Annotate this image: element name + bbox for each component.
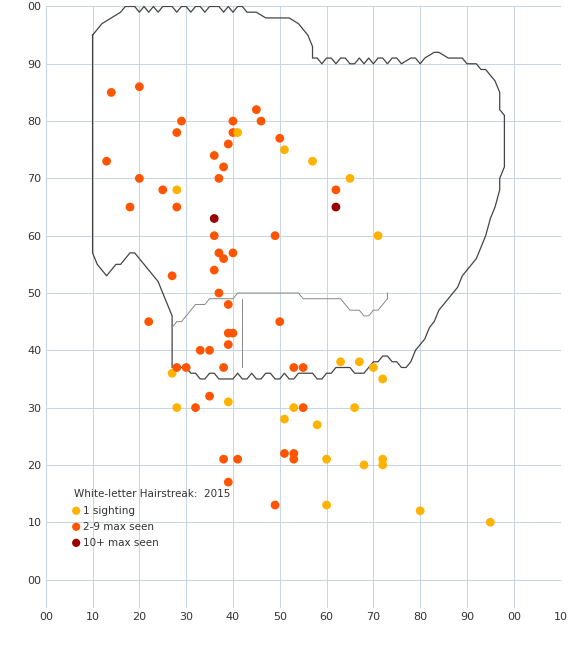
Point (214, 248, 224, 258)
Point (214, 173, 224, 184)
Point (378, 374, 387, 384)
Point (205, 345, 214, 355)
Point (350, 402, 359, 413)
Point (331, 184, 340, 195)
Point (331, 202, 340, 212)
Point (233, 454, 242, 465)
Point (374, 230, 383, 241)
Point (228, 328, 237, 338)
Point (228, 248, 237, 258)
Point (135, 173, 144, 184)
Point (252, 104, 261, 115)
Point (177, 116, 186, 126)
Point (107, 87, 116, 98)
Point (308, 156, 317, 166)
Point (210, 265, 219, 275)
Point (219, 254, 228, 264)
Point (224, 397, 233, 407)
Point (322, 454, 331, 465)
Point (210, 150, 219, 160)
Point (313, 420, 322, 430)
Point (228, 116, 237, 126)
Point (256, 116, 265, 126)
Point (172, 127, 181, 138)
Point (191, 402, 200, 413)
Point (378, 454, 387, 465)
Point (219, 454, 228, 465)
Point (359, 460, 368, 470)
Point (72, 521, 81, 532)
Point (214, 288, 224, 298)
Point (72, 538, 81, 548)
Point (102, 156, 111, 166)
Point (345, 173, 355, 184)
Point (228, 127, 237, 138)
Point (416, 505, 425, 516)
Point (322, 500, 331, 510)
Point (289, 454, 299, 465)
Point (181, 362, 190, 373)
Point (271, 500, 280, 510)
Point (289, 402, 299, 413)
Point (168, 270, 177, 281)
Point (158, 184, 168, 195)
Point (224, 477, 233, 487)
Point (275, 316, 284, 327)
Point (172, 362, 181, 373)
Text: 1 sighting: 1 sighting (83, 506, 135, 516)
Text: 2-9 max seen: 2-9 max seen (83, 522, 154, 532)
Point (299, 402, 308, 413)
Point (289, 448, 299, 459)
Point (224, 300, 233, 310)
Point (233, 127, 242, 138)
Point (224, 340, 233, 350)
Point (224, 139, 233, 149)
Point (168, 368, 177, 378)
Point (280, 448, 289, 459)
Point (355, 356, 364, 367)
Point (486, 517, 495, 527)
Point (196, 345, 205, 355)
Point (369, 362, 378, 373)
Text: 10+ max seen: 10+ max seen (83, 538, 159, 548)
Point (280, 144, 289, 155)
Point (125, 202, 134, 212)
Point (144, 316, 153, 327)
Point (210, 214, 219, 224)
Point (271, 230, 280, 241)
Point (219, 362, 228, 373)
Point (210, 230, 219, 241)
Point (72, 505, 81, 516)
Point (172, 202, 181, 212)
Point (172, 402, 181, 413)
Point (219, 162, 228, 172)
Point (205, 391, 214, 401)
Point (299, 362, 308, 373)
Point (289, 362, 299, 373)
Text: White-letter Hairstreak:  2015: White-letter Hairstreak: 2015 (74, 488, 230, 499)
Point (275, 133, 284, 144)
Point (336, 356, 345, 367)
Point (135, 82, 144, 92)
Point (224, 328, 233, 338)
Point (280, 414, 289, 424)
Point (378, 460, 387, 470)
Point (172, 184, 181, 195)
